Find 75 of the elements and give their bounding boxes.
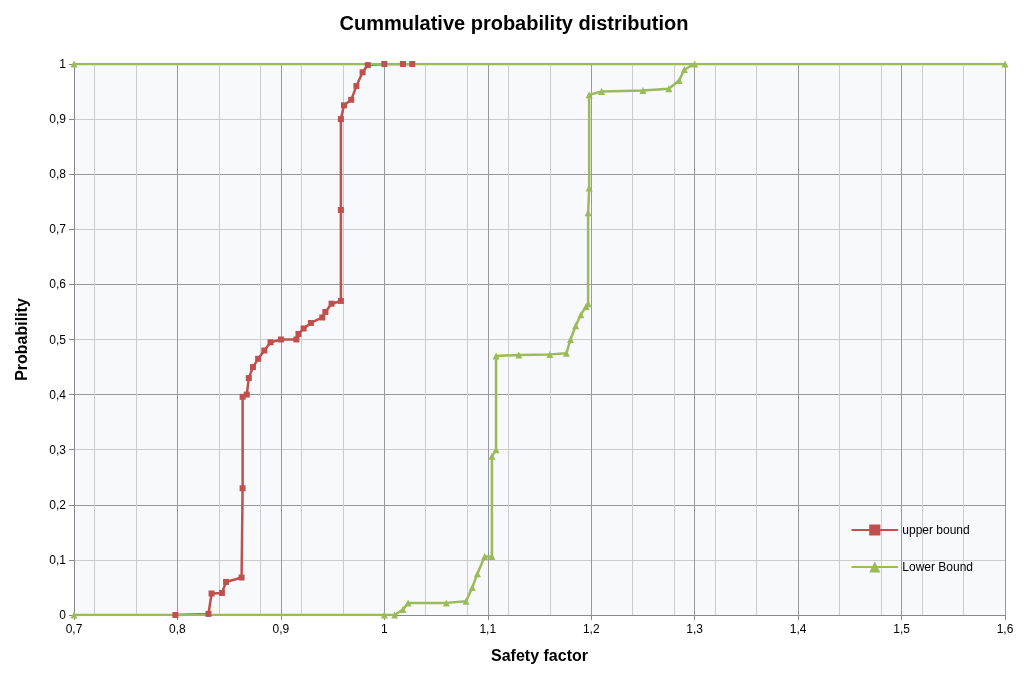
y-tick-label: 0,8: [49, 167, 67, 182]
point: [468, 583, 476, 591]
point: [249, 364, 256, 371]
point: [691, 60, 699, 68]
point: [680, 66, 688, 74]
point: [238, 574, 245, 581]
point: [598, 88, 606, 96]
point: [328, 300, 335, 307]
point: [399, 605, 407, 613]
point: [267, 339, 274, 346]
y-tick-label: 0: [59, 608, 67, 622]
point: [307, 319, 314, 326]
point: [223, 578, 230, 585]
point: [293, 336, 300, 343]
y-tick-label: 0,3: [49, 442, 67, 457]
point: [488, 452, 496, 460]
x-axis-title: Safety factor: [491, 646, 588, 664]
point: [562, 349, 570, 357]
point: [546, 350, 554, 358]
point: [381, 61, 388, 67]
point: [319, 314, 326, 321]
point: [255, 355, 262, 362]
y-tick-label: 0,7: [49, 222, 67, 237]
x-tick-label: 1,2: [582, 622, 600, 636]
point: [300, 325, 307, 332]
x-tick-label: 0,8: [169, 622, 187, 636]
y-tick-label: 0,4: [49, 387, 67, 402]
y-axis-title: Probability: [12, 298, 30, 381]
y-tick-label: 0,6: [49, 277, 67, 292]
y-tick-label: 0,2: [49, 497, 67, 512]
point: [261, 347, 268, 354]
point: [172, 612, 179, 618]
point: [473, 570, 481, 578]
x-tick-label: 1,5: [893, 622, 911, 636]
point: [245, 375, 252, 382]
point: [391, 611, 399, 619]
point: [208, 590, 215, 597]
y-tick-label: 1: [59, 57, 67, 71]
point: [348, 96, 355, 103]
point: [481, 553, 489, 561]
point: [577, 311, 585, 319]
point: [462, 597, 470, 605]
chart-title: Cummulative probability distribution: [339, 12, 689, 34]
point: [337, 116, 344, 123]
point: [337, 207, 344, 214]
legend-label: Lower Bound: [902, 560, 973, 574]
point: [409, 61, 416, 67]
point: [205, 610, 212, 617]
point: [218, 589, 225, 596]
point: [243, 391, 250, 398]
point: [639, 86, 647, 94]
point: [295, 330, 302, 337]
y-tick-label: 0,9: [49, 112, 67, 127]
point: [337, 297, 344, 304]
point: [399, 61, 406, 67]
x-tick-label: 1,3: [686, 622, 704, 636]
point: [492, 352, 500, 360]
point: [353, 83, 360, 90]
point: [567, 336, 575, 343]
point: [364, 62, 371, 69]
point: [322, 308, 329, 315]
y-tick-label: 0,1: [49, 552, 67, 567]
legend-label: upper bound: [902, 523, 970, 537]
point: [359, 69, 366, 76]
x-tick-label: 1,4: [789, 622, 807, 636]
point: [380, 611, 388, 619]
x-tick-label: 1: [380, 622, 388, 636]
point: [277, 336, 284, 343]
point: [340, 102, 347, 109]
point: [1001, 60, 1009, 68]
y-tick-label: 0,5: [49, 332, 67, 347]
x-tick-label: 1,1: [479, 622, 497, 636]
x-tick-label: 0,9: [272, 622, 290, 636]
x-tick-label: 1,6: [996, 622, 1014, 636]
point: [239, 485, 246, 492]
